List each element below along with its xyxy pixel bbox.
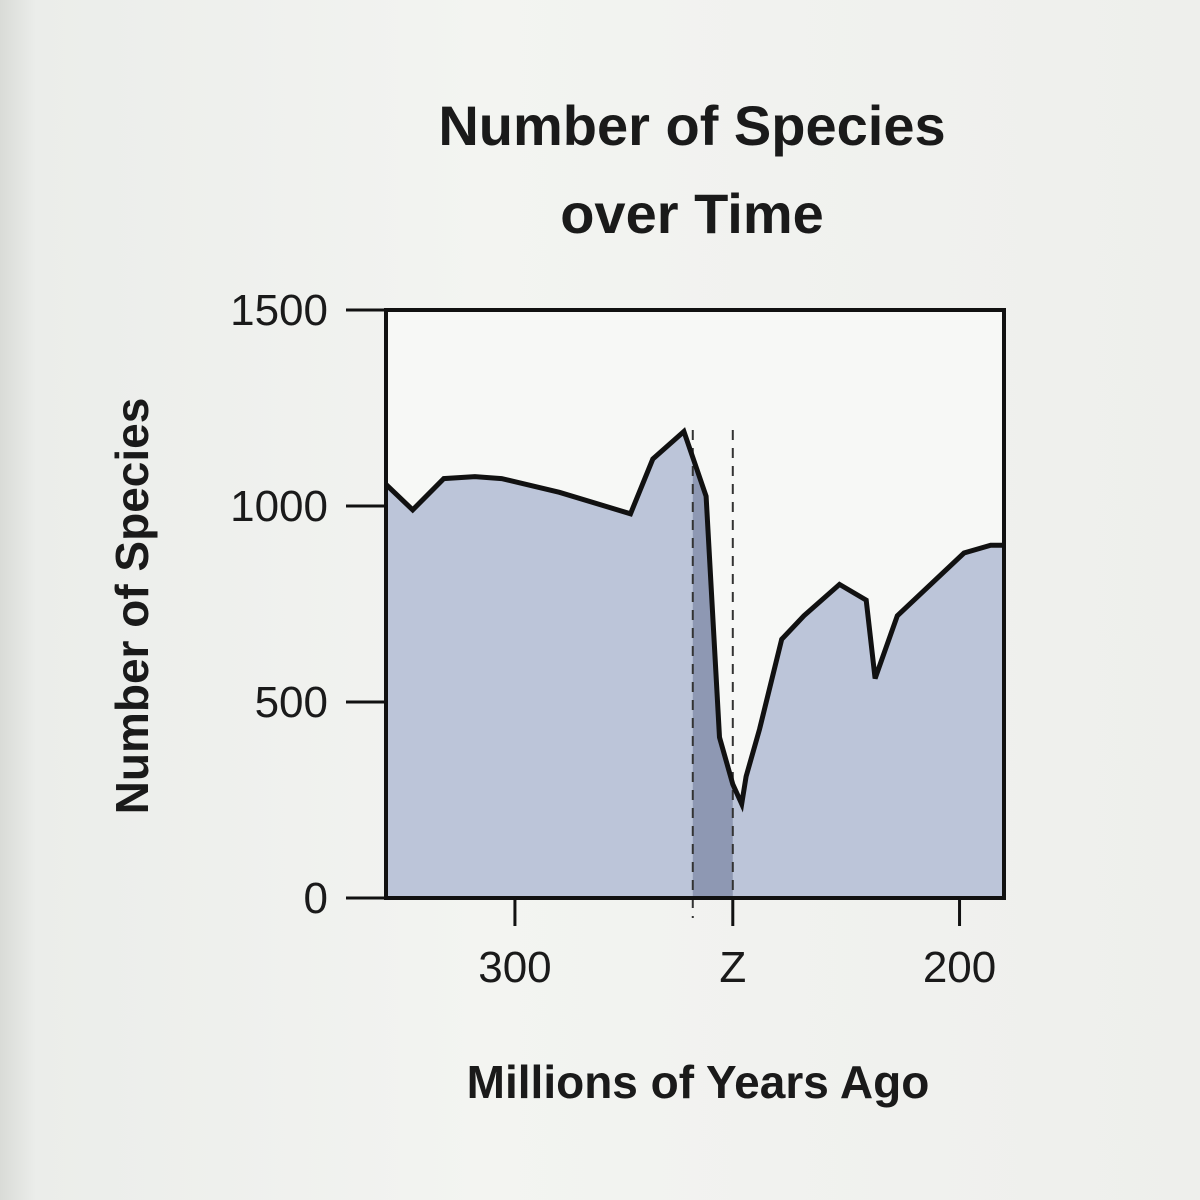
y-tick-label: 1000 — [230, 482, 328, 531]
y-tick-label: 500 — [255, 678, 328, 727]
series-line — [384, 427, 1004, 813]
y-tick-label: 1500 — [230, 286, 328, 335]
x-tick-label: Z — [719, 943, 746, 992]
x-tick-label: 200 — [923, 943, 996, 992]
y-axis-label: Number of Species — [106, 398, 158, 815]
chart-title-line-2: over Time — [560, 182, 824, 245]
x-axis-label: Millions of Years Ago — [467, 1056, 930, 1108]
plot-area — [384, 308, 1006, 918]
x-tick-label: 300 — [478, 943, 551, 992]
axis-ticks: 0 500 1000 1500 300 Z 200 — [230, 286, 996, 992]
chart-title-line-1: Number of Species — [438, 94, 945, 157]
y-tick-label: 0 — [304, 874, 328, 923]
plot-frame — [384, 308, 1006, 900]
